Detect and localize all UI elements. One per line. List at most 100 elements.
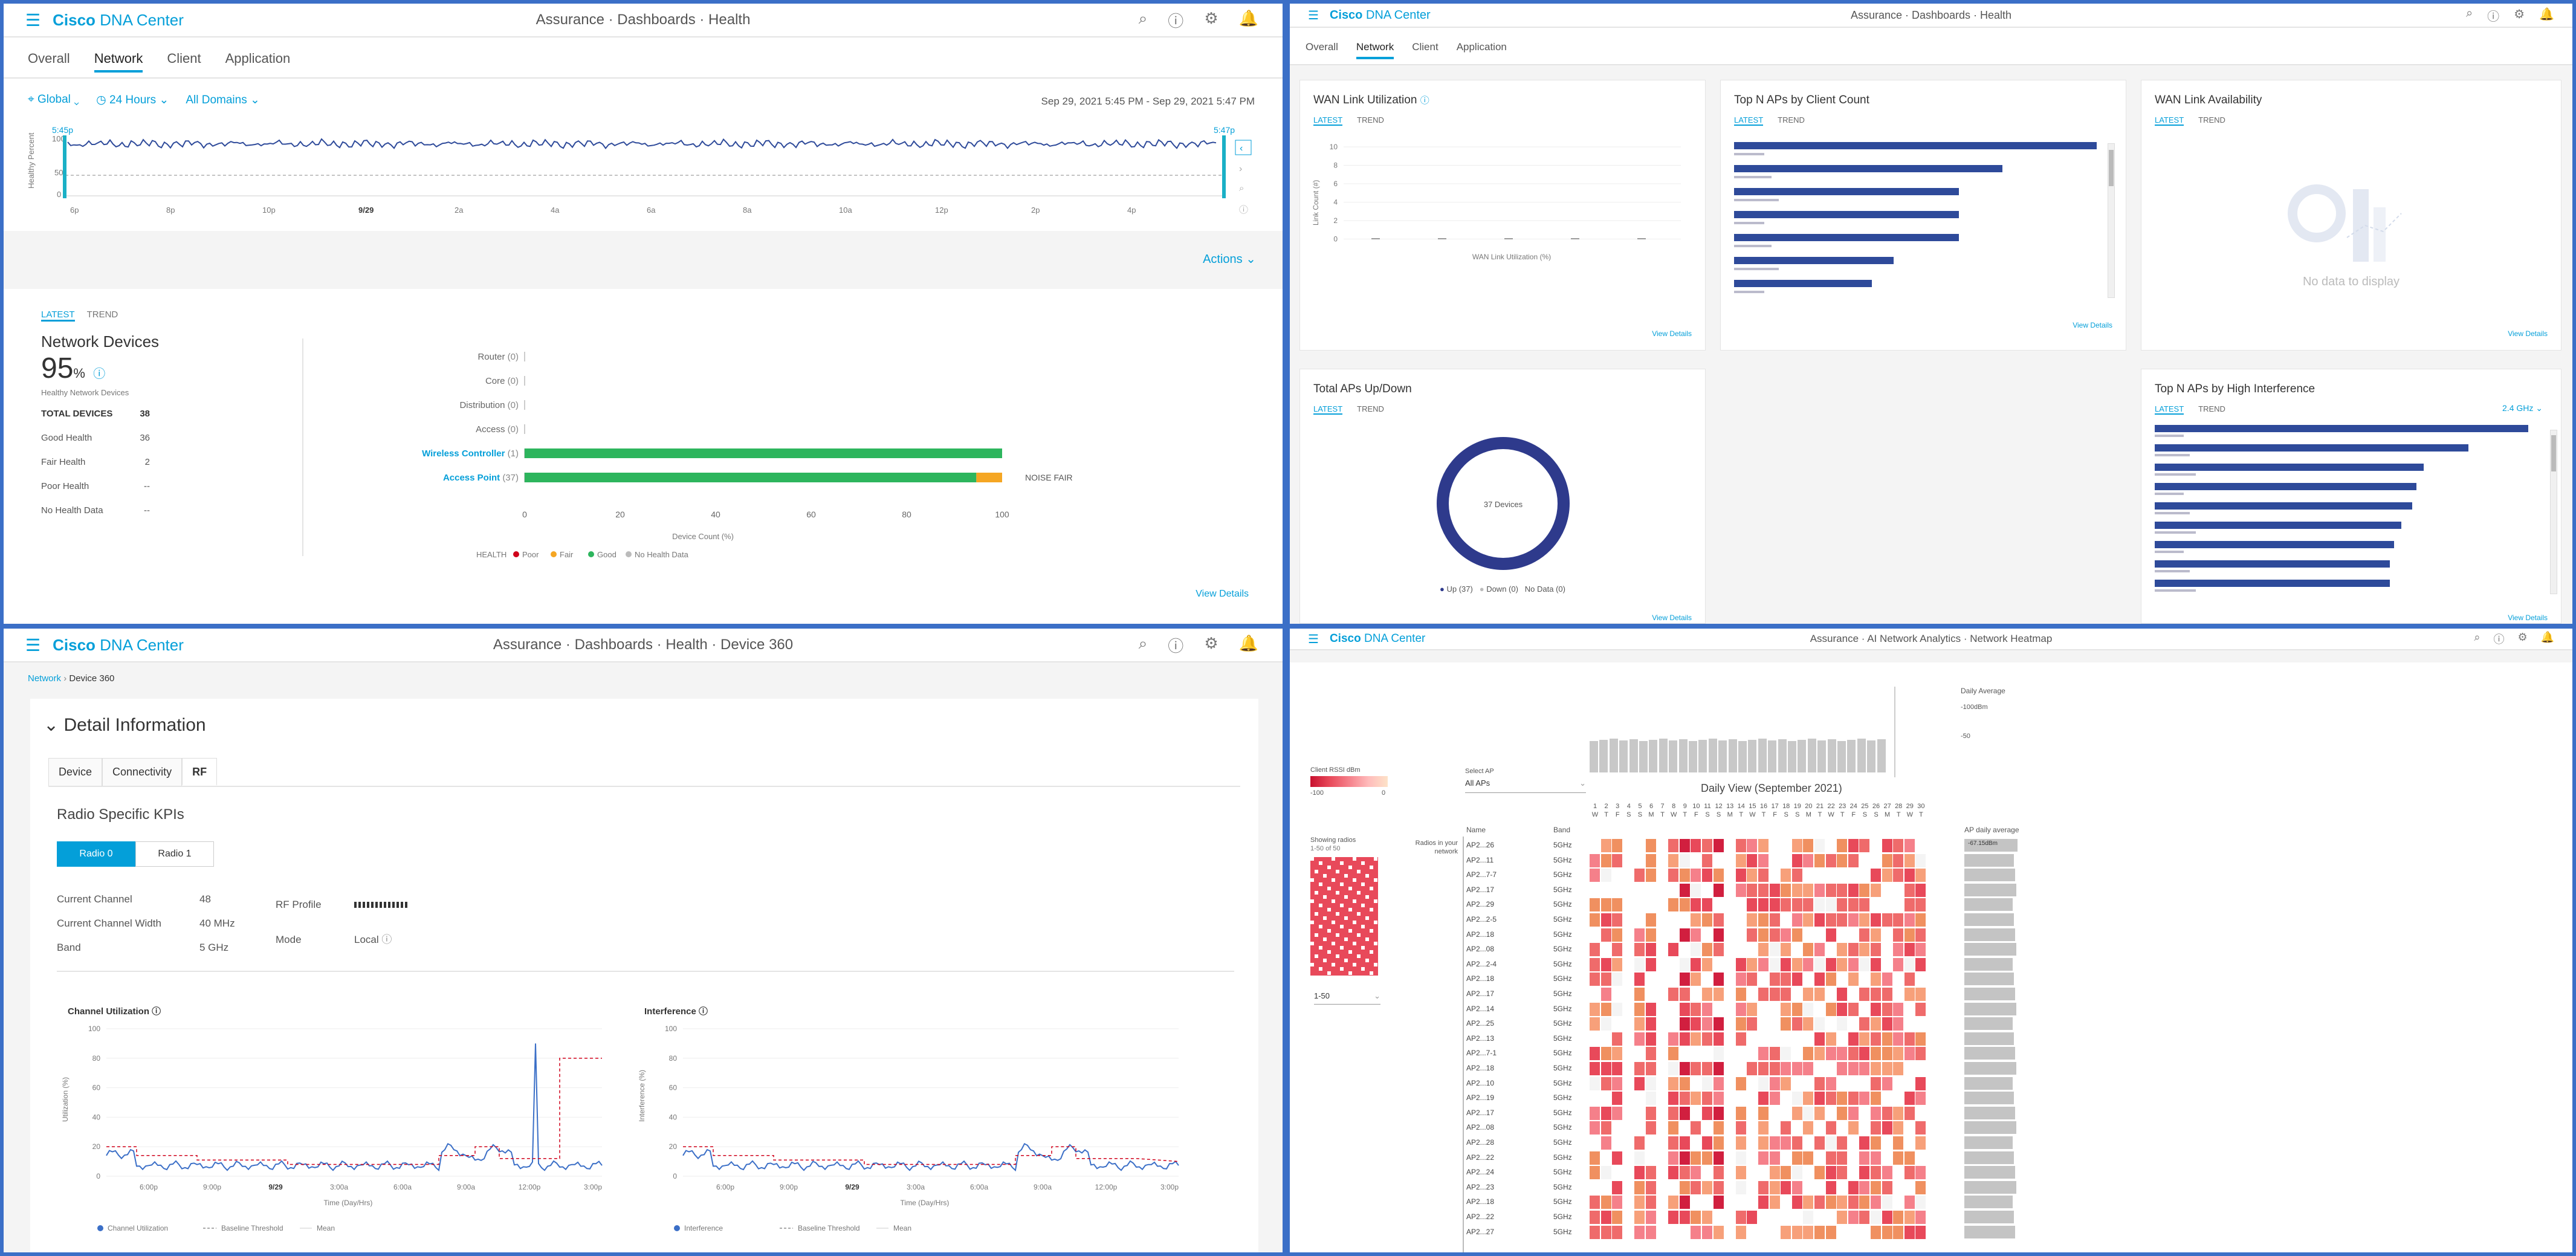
heatmap-cell (1600, 839, 1611, 852)
radio-minimap[interactable] (1310, 857, 1378, 976)
heatmap-cell (1769, 1136, 1780, 1150)
network-dashboard-panel: ☰ Cisco DNA Center Assurance · Dashboard… (1290, 4, 2572, 624)
view-details-link[interactable]: View Details (2073, 321, 2112, 329)
heatmap-cell (1623, 1076, 1634, 1090)
heatmap-cell (1769, 1211, 1780, 1224)
actions-menu[interactable]: Actions ⌄ (1203, 253, 1256, 266)
menu-icon[interactable]: ☰ (1308, 632, 1319, 646)
tab-client[interactable]: Client (167, 51, 201, 66)
latest-toggle[interactable]: LATEST (1313, 404, 1343, 415)
view-details-link[interactable]: View Details (1652, 613, 1692, 622)
search-icon[interactable]: ⌕ (1138, 8, 1148, 27)
trend-toggle[interactable]: TREND (2198, 404, 2225, 413)
heatmap-cell (1859, 1151, 1870, 1165)
heatmap-cell (1859, 1047, 1870, 1061)
heatmap-cell (1893, 913, 1904, 927)
tools-icon[interactable]: ⚙ (1204, 633, 1218, 652)
trend-toggle[interactable]: TREND (86, 309, 118, 320)
latest-toggle[interactable]: LATEST (41, 309, 75, 322)
heatmap-cell (1915, 883, 1926, 897)
menu-icon[interactable]: ☰ (25, 10, 41, 30)
trend-toggle[interactable]: TREND (1357, 404, 1384, 413)
latest-toggle[interactable]: LATEST (2155, 115, 2184, 126)
menu-icon[interactable]: ☰ (25, 635, 41, 655)
bell-icon[interactable]: 🔔 (1238, 8, 1258, 27)
ap-row-name: AP2...28 (1466, 1138, 1495, 1147)
view-details-link[interactable]: View Details (2508, 613, 2548, 622)
tab-device[interactable]: Device (48, 758, 103, 786)
heatmap-cell (1837, 1166, 1848, 1180)
tab-overall[interactable]: Overall (1306, 41, 1338, 53)
tab-application[interactable]: Application (1456, 41, 1507, 53)
brand-logo[interactable]: Cisco DNA Center (1329, 632, 1426, 645)
minimap-cell (1348, 929, 1352, 933)
help-icon[interactable]: ⓘ (2487, 10, 2500, 24)
latest-toggle[interactable]: LATEST (2155, 404, 2184, 415)
detail-info-header[interactable]: ⌄ Detail Information (44, 715, 206, 735)
daily-average-bar (1609, 739, 1618, 772)
latest-toggle[interactable]: LATEST (1734, 115, 1764, 126)
bell-icon[interactable]: 🔔 (1238, 633, 1258, 652)
select-ap-dropdown[interactable]: All APs ⌄ (1465, 779, 1586, 793)
search-icon[interactable]: ⌕ (2465, 6, 2473, 20)
kpi-fields: Current Channel 48 Current Channel Width 4… (57, 893, 235, 953)
heatmap-cell (1634, 988, 1645, 1001)
heatmap-cell (1825, 943, 1836, 957)
heatmap-cell (1814, 898, 1825, 912)
minimap-cell (1310, 857, 1314, 861)
heatmap-cell (1769, 1092, 1780, 1105)
help-icon[interactable]: ⓘ (2493, 633, 2505, 646)
trend-toggle[interactable]: TREND (2198, 115, 2225, 125)
tools-icon[interactable]: ⚙ (2517, 631, 2528, 643)
scrollbar[interactable] (2550, 430, 2557, 594)
pager-select[interactable]: 1-50 ⌄ (1314, 991, 1380, 1005)
tab-client[interactable]: Client (1412, 41, 1438, 53)
x-tick: 6:00a (393, 1183, 412, 1191)
heatmap-cell (1882, 957, 1892, 971)
heatmap-cell (1634, 1047, 1645, 1061)
trend-toggle[interactable]: TREND (1778, 115, 1805, 125)
tab-connectivity[interactable]: Connectivity (102, 758, 183, 786)
heatmap-cell (1769, 898, 1780, 912)
view-details-link[interactable]: View Details (1652, 329, 1692, 338)
search-icon[interactable]: ⌕ (2474, 631, 2481, 643)
search-icon[interactable]: ⌕ (1138, 633, 1148, 652)
help-icon[interactable]: ⓘ (1168, 11, 1184, 30)
tools-icon[interactable]: ⚙ (1204, 8, 1218, 27)
legend-dot (588, 551, 594, 557)
domain-filter[interactable]: All Domains ⌄ (186, 94, 260, 106)
view-details-link[interactable]: View Details (2508, 329, 2548, 338)
tab-network[interactable]: Network (94, 51, 143, 73)
radio-1-button[interactable]: Radio 1 (135, 841, 214, 867)
brand-logo[interactable]: Cisco DNA Center (1329, 8, 1431, 22)
time-filter[interactable]: ◷ 24 Hours ⌄ (96, 94, 169, 106)
heatmap-cell (1646, 1017, 1656, 1031)
scrollbar[interactable] (2108, 143, 2115, 298)
x-tick: 9/29 (268, 1183, 283, 1191)
breadcrumb-network[interactable]: Network (28, 673, 62, 684)
brand-logo[interactable]: Cisco DNA Center (53, 635, 184, 654)
tab-network[interactable]: Network (1356, 41, 1394, 59)
bell-icon[interactable]: 🔔 (2540, 631, 2554, 643)
radio-0-button[interactable]: Radio 0 (57, 841, 135, 867)
heatmap-cell (1837, 1180, 1848, 1194)
band-selector[interactable]: 2.4 GHz ⌄ (2502, 403, 2543, 413)
detail-tabs: Device Connectivity RF (48, 758, 1240, 787)
brand-logo[interactable]: Cisco DNA Center (53, 10, 184, 29)
view-details-link[interactable]: View Details (1196, 589, 1249, 599)
tab-rf[interactable]: RF (182, 758, 218, 786)
tab-overall[interactable]: Overall (28, 51, 70, 66)
help-icon[interactable]: ⓘ (1168, 636, 1184, 655)
bell-icon[interactable]: 🔔 (2539, 7, 2554, 21)
heatmap-cell (1657, 1121, 1668, 1135)
minimap-cell (1370, 929, 1373, 933)
heatmap-cell (1668, 988, 1679, 1001)
trend-toggle[interactable]: TREND (1357, 115, 1384, 125)
health-timeline[interactable]: Healthy Percent 100 50 0 5:45p 5:47p 6p 8… (28, 122, 1273, 219)
tools-icon[interactable]: ⚙ (2514, 7, 2525, 21)
menu-icon[interactable]: ☰ (1308, 8, 1319, 22)
location-filter[interactable]: ⌖ Global ⌄ (28, 93, 80, 106)
latest-toggle[interactable]: LATEST (1313, 115, 1343, 126)
y-tick: 40 (669, 1113, 678, 1121)
tab-application[interactable]: Application (225, 51, 291, 66)
